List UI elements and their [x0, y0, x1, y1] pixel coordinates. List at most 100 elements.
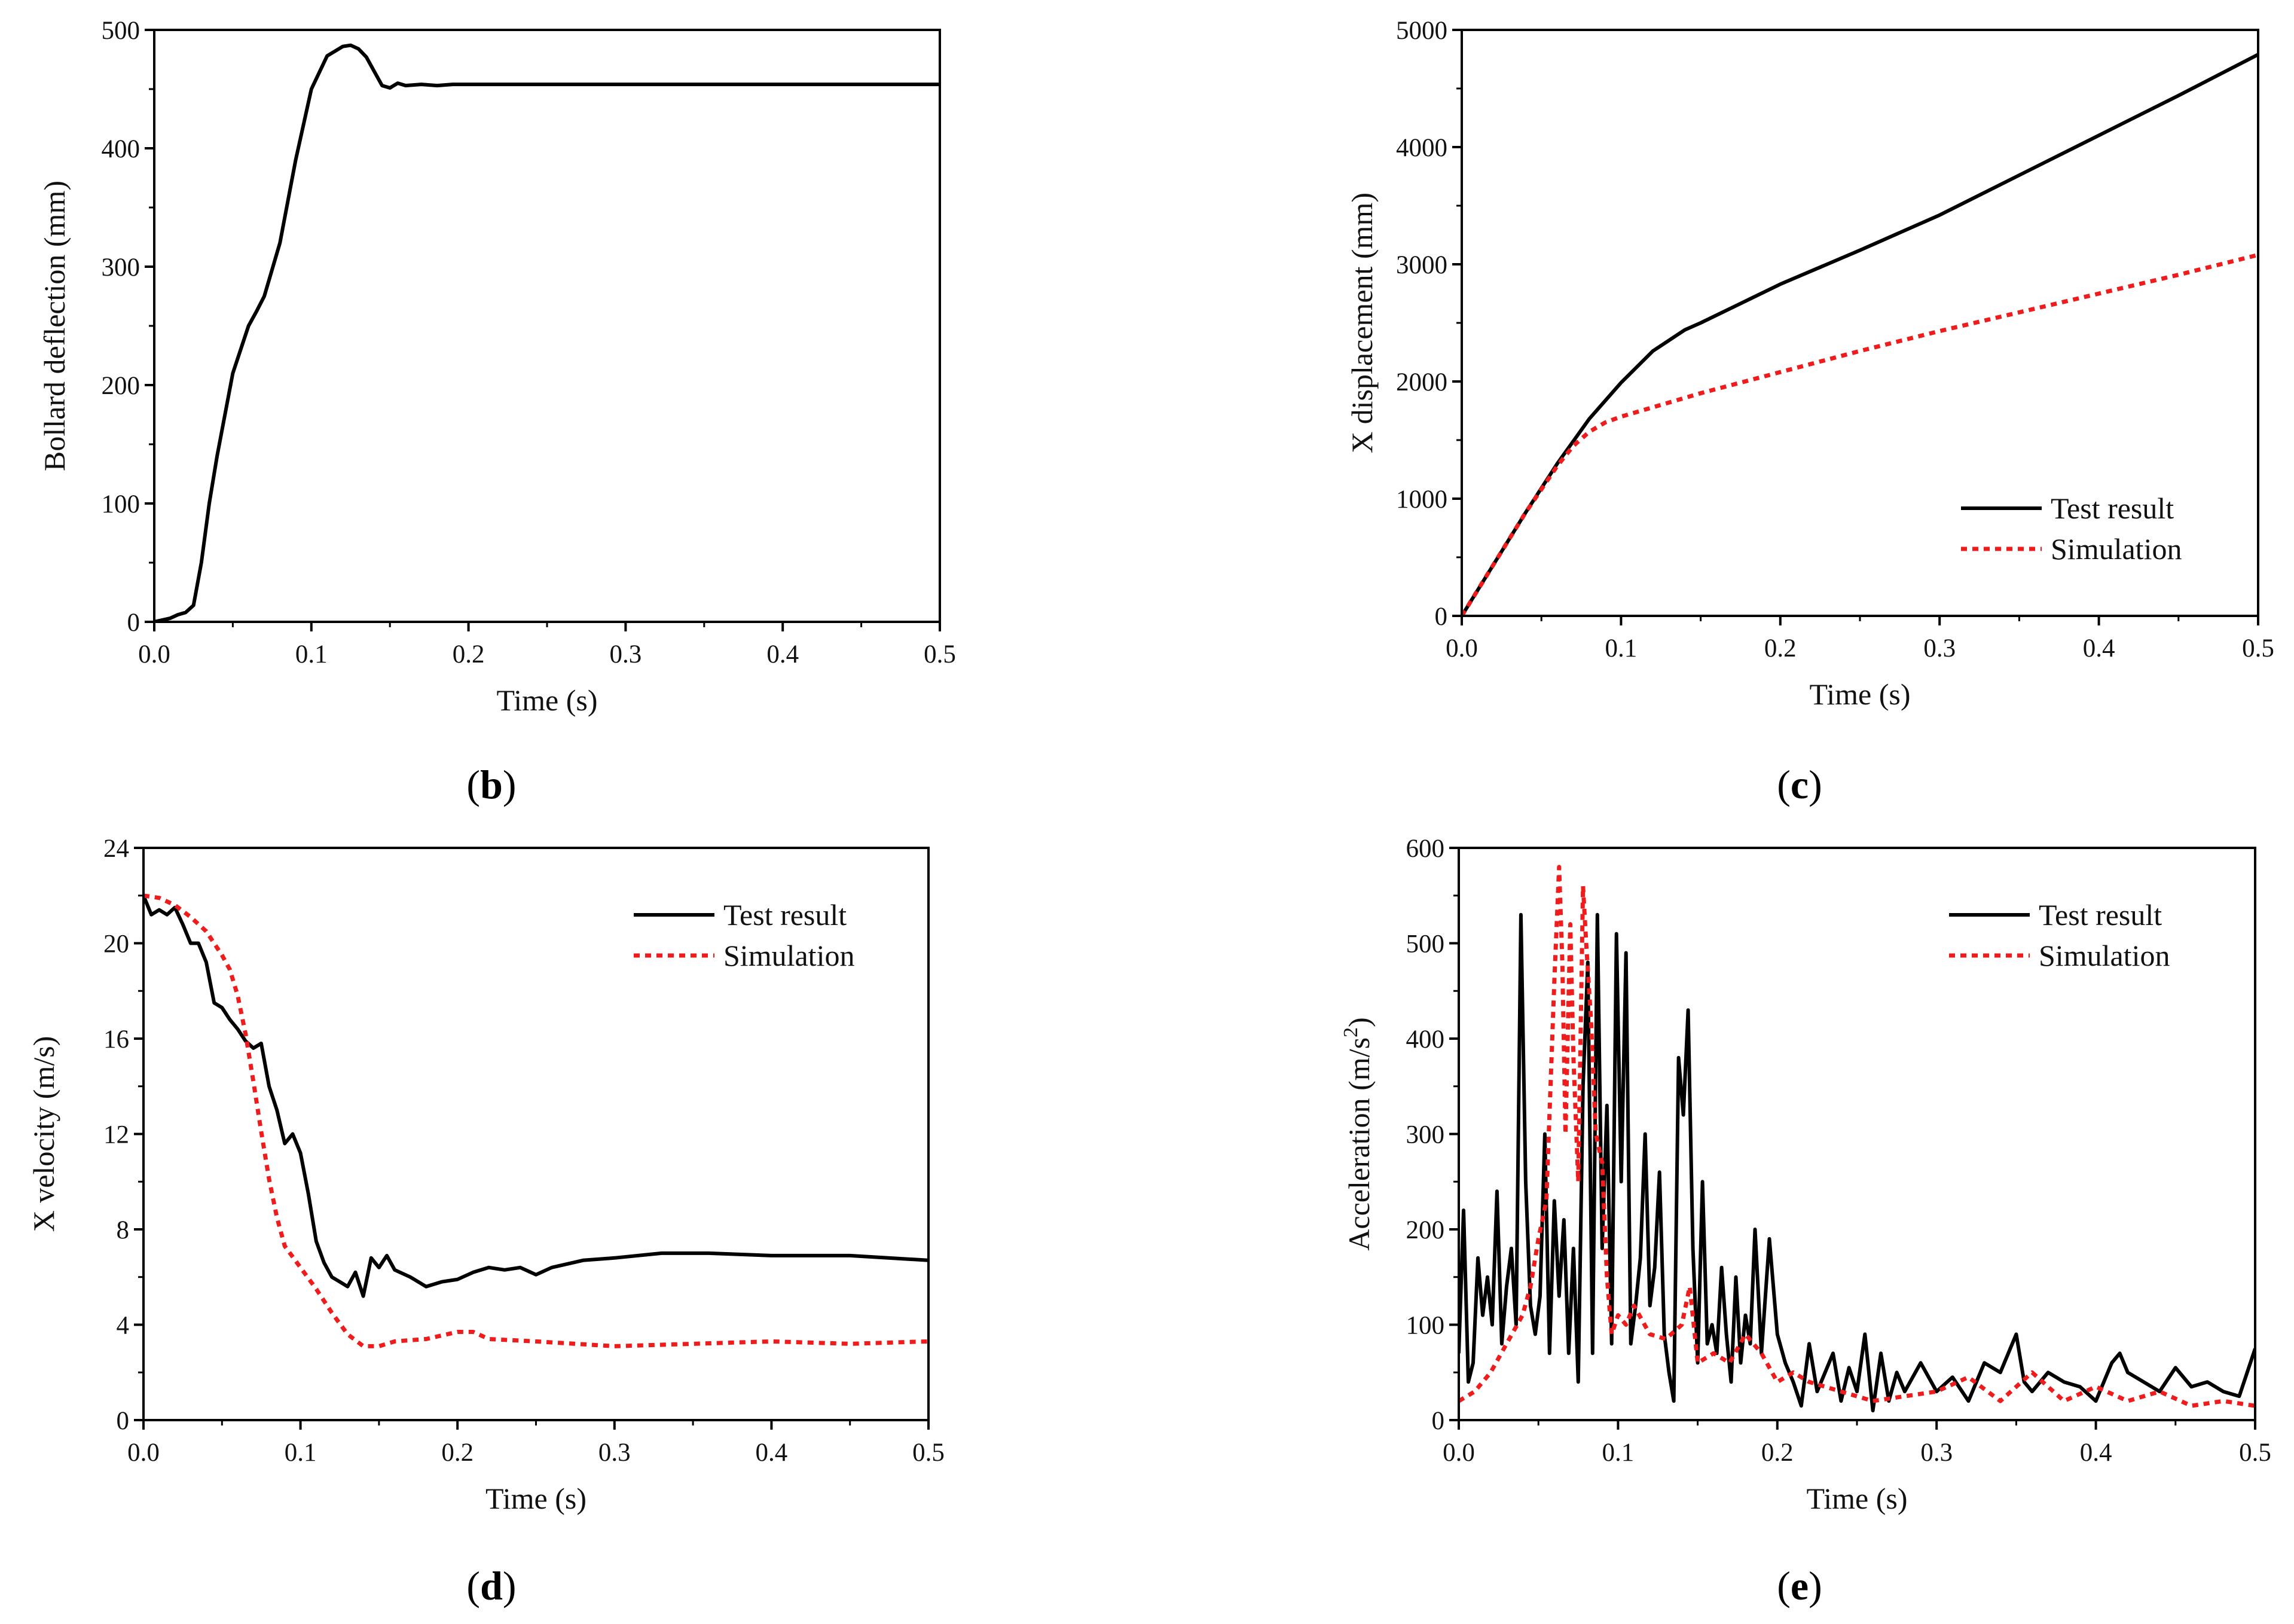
chart-b-x-tick-label: 0.2 — [453, 640, 485, 668]
chart-d-x-tick-label: 0.4 — [756, 1439, 788, 1467]
chart-e-panel-label-open: ( — [1777, 1563, 1791, 1608]
chart-b-y-tick-label: 400 — [102, 135, 140, 163]
chart-b-y-tick-label: 200 — [102, 372, 140, 400]
chart-c-legend: Test result Simulation — [1961, 492, 2182, 566]
chart-b-x-tick-label: 0.3 — [610, 640, 642, 668]
chart-e-y-tick-label: 300 — [1406, 1121, 1445, 1149]
chart-d-y-tick-label: 20 — [103, 930, 129, 958]
chart-b-plot-frame — [153, 29, 941, 623]
chart-c-panel-label-close: ) — [1809, 762, 1822, 807]
chart-d: 0.0 0.1 0.2 0.3 0.4 0.5 0 4 8 12 16 20 24 Time (s) X v… — [27, 835, 945, 1608]
chart-e-x-tick-label: 0.1 — [1602, 1439, 1635, 1467]
chart-d-legend-label: Test result — [723, 898, 847, 932]
chart-c-x-axis-label: Time (s) — [1809, 677, 1910, 711]
chart-b-y-tick-label: 100 — [102, 490, 140, 518]
chart-e-y-tick-label: 0 — [1432, 1407, 1445, 1435]
chart-d-y-axis-label: X velocity (m/s) — [27, 1036, 60, 1232]
chart-e-series-simulation-line — [1459, 865, 2255, 1408]
chart-e-y-axis-label-text: Acceleration (m/s — [1342, 1037, 1376, 1251]
chart-d-panel-label-letter: d — [480, 1563, 503, 1608]
chart-d-x-tick-label: 0.3 — [598, 1439, 631, 1467]
chart-b: 0.0 0.1 0.2 0.3 0.4 0.5 0 100 200 300 400 500 Time (… — [38, 17, 956, 807]
chart-b-y-tick-label: 300 — [102, 254, 140, 282]
chart-c-panel-label: (c) — [1777, 762, 1822, 807]
chart-b-x-tick-label: 0.4 — [766, 640, 799, 668]
chart-e-y-tick-label: 400 — [1406, 1025, 1445, 1054]
chart-b-x-axis-label: Time (s) — [496, 683, 597, 717]
chart-e-x-axis-label: Time (s) — [1806, 1482, 1907, 1515]
chart-d-y-tick-label: 0 — [117, 1407, 130, 1435]
chart-e-x-tick-label: 0.5 — [2239, 1439, 2271, 1467]
chart-c-y-tick-label: 3000 — [1396, 251, 1447, 279]
chart-d-y-tick-label: 24 — [103, 835, 129, 863]
chart-c-y-tick-label: 2000 — [1396, 368, 1447, 396]
chart-c-panel-label-open: ( — [1777, 762, 1791, 807]
chart-b-panel-label: (b) — [466, 762, 516, 807]
chart-c-y-axis-label: X displacement (mm) — [1345, 193, 1379, 453]
chart-d-panel-label-close: ) — [503, 1563, 517, 1608]
chart-b-panel-label-open: ( — [466, 762, 480, 807]
chart-c-x-tick-label: 0.0 — [1446, 634, 1478, 663]
chart-c-y-tick-label: 5000 — [1396, 17, 1447, 45]
chart-b-y-tick-label: 0 — [127, 609, 140, 637]
chart-d-y-tick-label: 4 — [117, 1312, 130, 1340]
chart-d-y-tick-label: 12 — [103, 1121, 129, 1149]
chart-d-x-axis-label: Time (s) — [485, 1482, 587, 1515]
chart-e-y-tick-label: 600 — [1406, 835, 1445, 863]
chart-e-legend-label: Simulation — [2039, 939, 2170, 972]
chart-e-panel-label-close: ) — [1809, 1563, 1822, 1608]
chart-e-legend: Test result Simulation — [1949, 898, 2170, 972]
chart-e-y-tick-label: 100 — [1406, 1312, 1445, 1340]
chart-d-y-tick-label: 8 — [117, 1216, 130, 1244]
chart-e-panel-label: (e) — [1777, 1563, 1822, 1608]
chart-e-y-axis-label-superscript: 2 — [1340, 1027, 1362, 1037]
chart-b-y-axis-label-text: Bollard deflection (mm) — [38, 181, 71, 471]
chart-c-panel-label-letter: c — [1791, 762, 1809, 807]
chart-e-panel-label-letter: e — [1791, 1563, 1809, 1608]
chart-c-x-tick-label: 0.5 — [2242, 634, 2274, 663]
chart-e-series-test-line — [1459, 912, 2255, 1413]
chart-e-y-tick-label: 200 — [1406, 1216, 1445, 1244]
chart-b-panel-label-letter: b — [480, 762, 503, 807]
chart-e-y-tick-label: 500 — [1406, 930, 1445, 958]
chart-e-x-tick-label: 0.0 — [1443, 1439, 1475, 1467]
chart-b-series-test-line — [154, 43, 940, 622]
chart-d-series-test-line — [143, 895, 928, 1298]
chart-e-y-axis-label: Acceleration (m/s2) — [1340, 1017, 1376, 1250]
chart-c-legend-label: Simulation — [2051, 532, 2182, 566]
chart-d-y-tick-label: 16 — [103, 1025, 129, 1054]
chart-c-series-simulation-line — [1462, 252, 2258, 616]
chart-c-x-tick-label: 0.3 — [1923, 634, 1956, 663]
chart-e-legend-label: Test result — [2039, 898, 2162, 932]
chart-c-x-tick-label: 0.2 — [1764, 634, 1797, 663]
chart-b-y-axis-label: Bollard deflection (mm) — [38, 181, 71, 471]
chart-d-x-tick-label: 0.0 — [127, 1439, 160, 1467]
chart-c-x-tick-label: 0.4 — [2083, 634, 2115, 663]
chart-d-x-tick-label: 0.2 — [441, 1439, 474, 1467]
chart-e-y-axis-label-close: ) — [1342, 1017, 1376, 1027]
chart-c-y-tick-label: 1000 — [1396, 486, 1447, 514]
chart-c-y-axis-label-text: X displacement (mm) — [1345, 193, 1379, 453]
chart-d-legend: Test result Simulation — [634, 898, 854, 972]
chart-c-x-tick-label: 0.1 — [1605, 634, 1638, 663]
chart-e-x-tick-label: 0.3 — [1920, 1439, 1953, 1467]
chart-c-y-tick-label: 4000 — [1396, 134, 1447, 162]
chart-c-plot-frame — [1461, 29, 2259, 617]
chart-e-x-tick-label: 0.4 — [2080, 1439, 2112, 1467]
chart-b-x-tick-label: 0.0 — [138, 640, 170, 668]
chart-c: 0.0 0.1 0.2 0.3 0.4 0.5 0 1000 2000 3000 4000 5000 T… — [1345, 17, 2274, 807]
chart-b-x-tick-label: 0.5 — [924, 640, 956, 668]
chart-b-x-tick-label: 0.1 — [295, 640, 328, 668]
chart-d-series-simulation-line — [143, 893, 928, 1348]
chart-e-x-tick-label: 0.2 — [1761, 1439, 1794, 1467]
chart-e: 0.0 0.1 0.2 0.3 0.4 0.5 0 100 200 300 400 500 600 Tim… — [1340, 835, 2271, 1608]
chart-b-y-tick-label: 500 — [102, 17, 140, 45]
chart-d-x-tick-label: 0.1 — [285, 1439, 317, 1467]
chart-d-panel-label: (d) — [466, 1563, 516, 1608]
chart-c-y-tick-label: 0 — [1435, 603, 1448, 631]
chart-c-legend-label: Test result — [2051, 492, 2174, 525]
chart-d-y-axis-label-text: X velocity (m/s) — [27, 1036, 60, 1232]
chart-d-legend-label: Simulation — [723, 939, 854, 972]
chart-d-x-tick-label: 0.5 — [912, 1439, 945, 1467]
